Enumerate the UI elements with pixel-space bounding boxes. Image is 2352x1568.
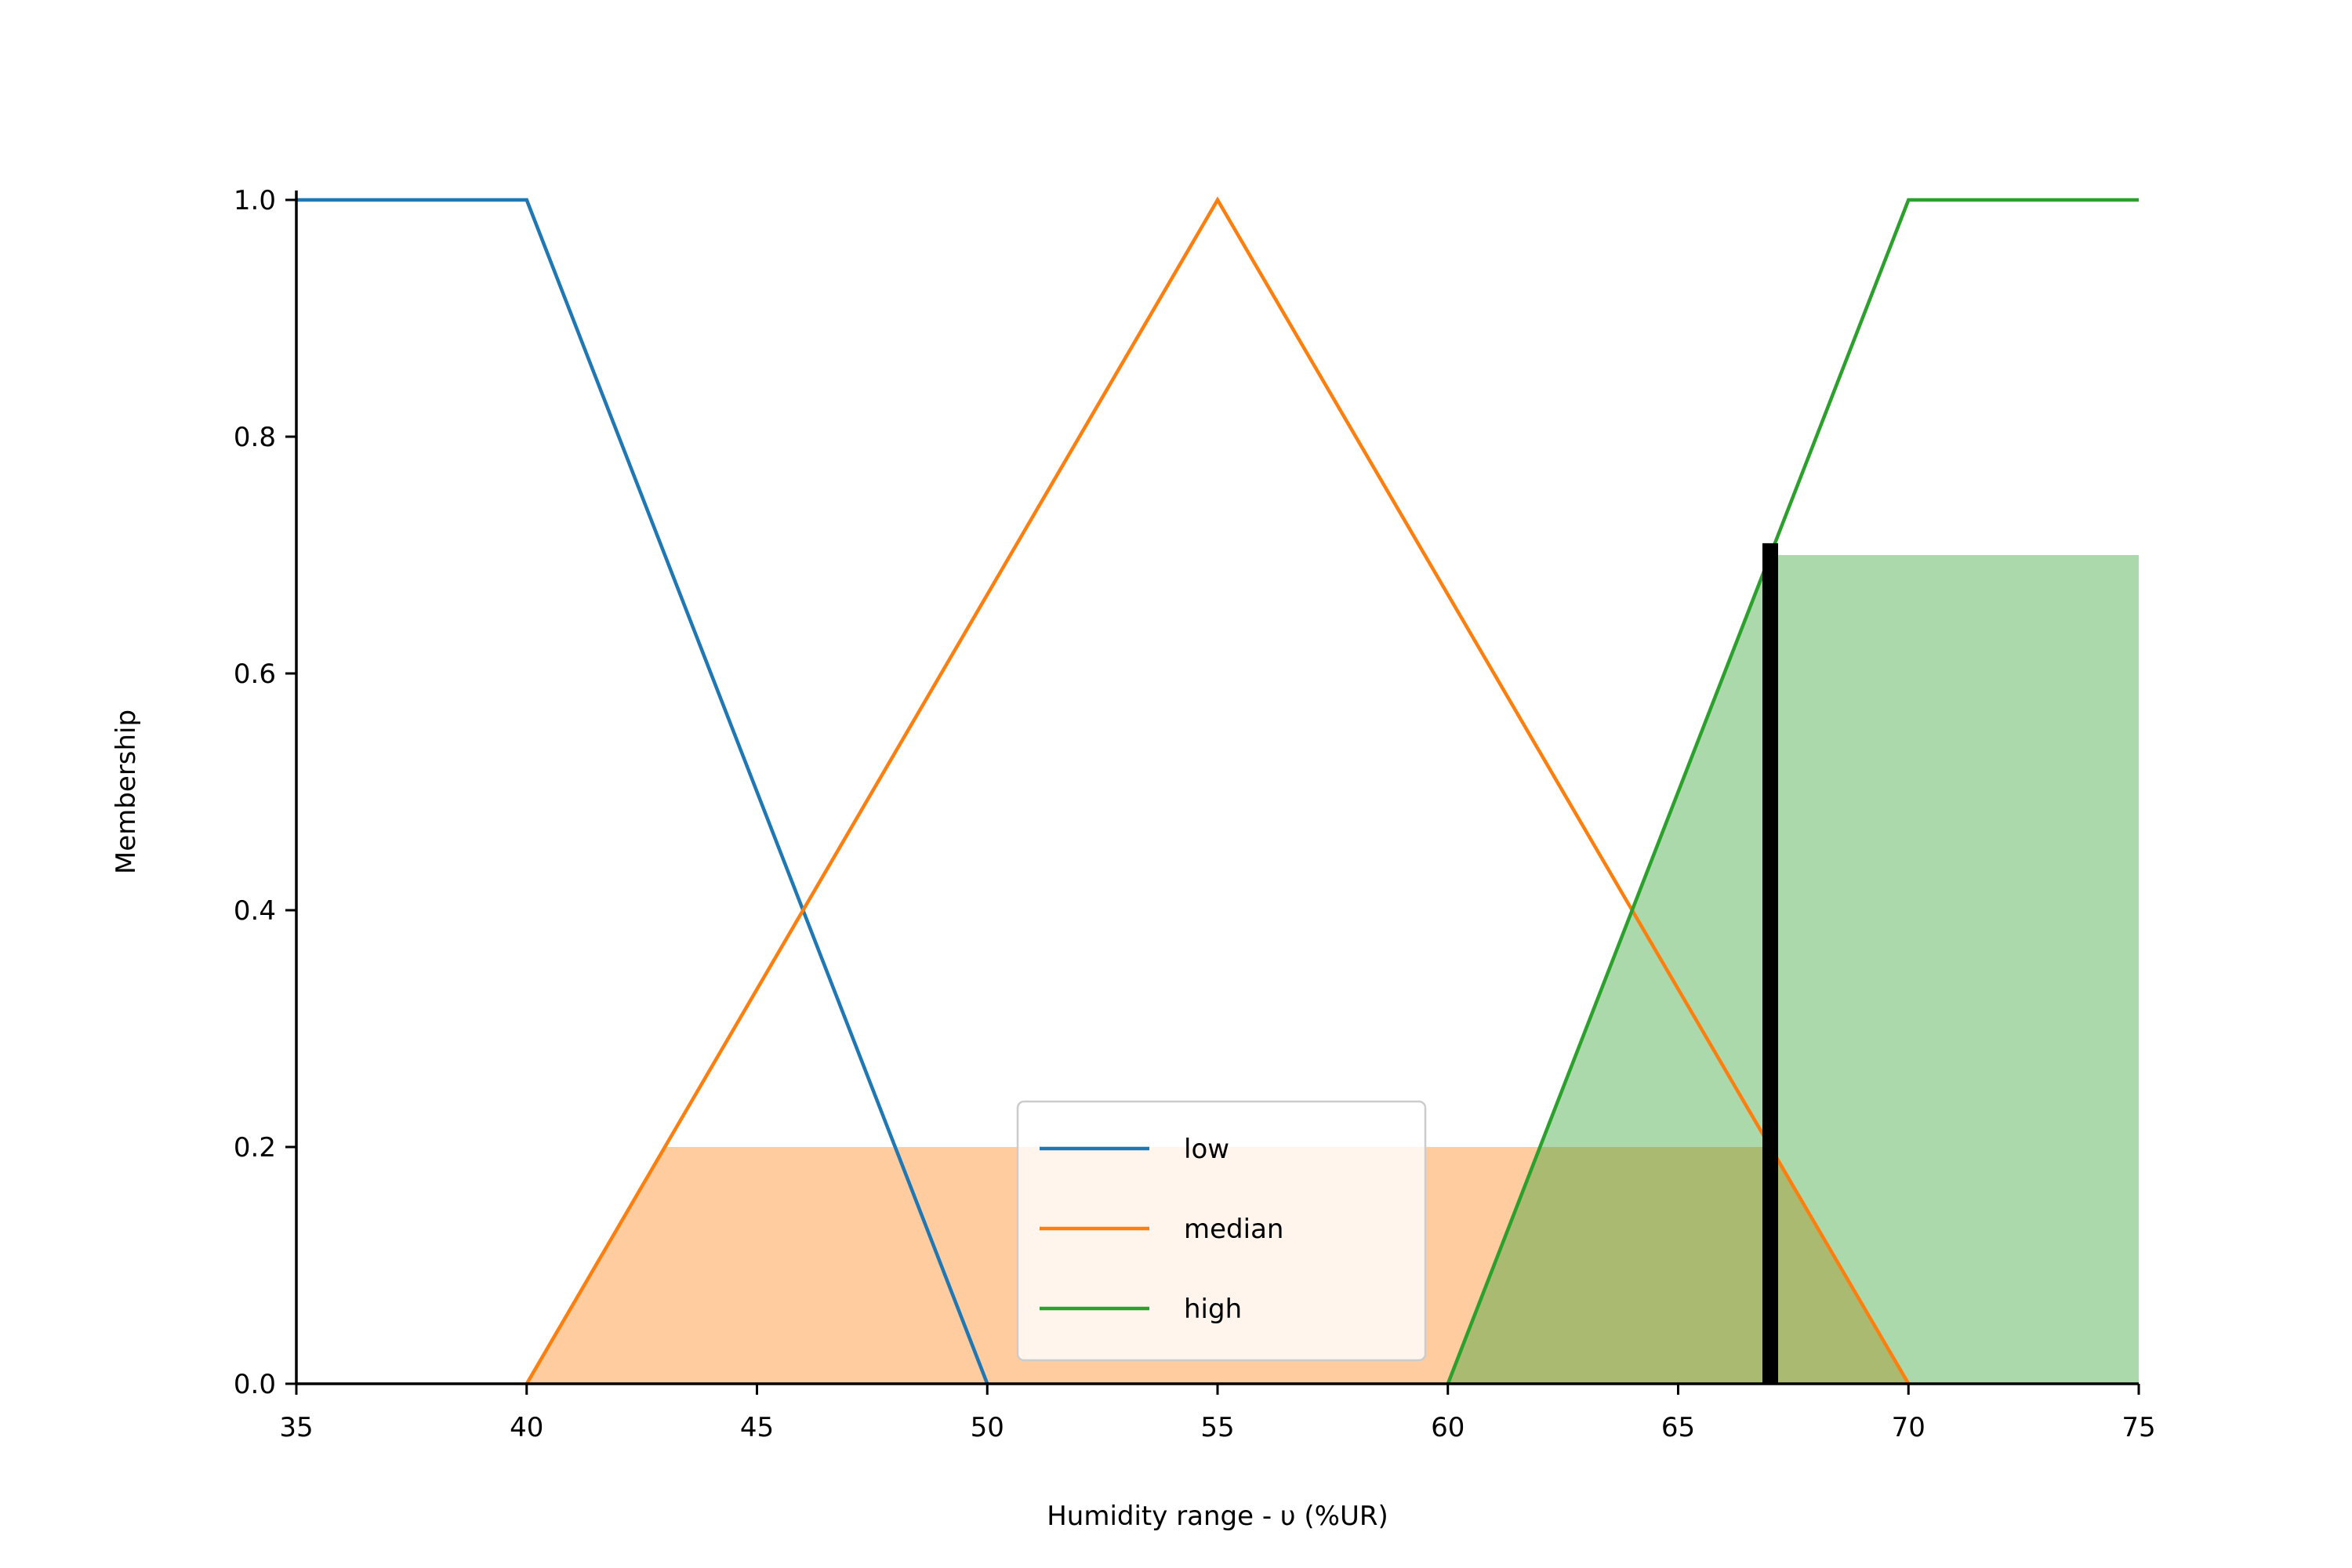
y-tick-label: 0.4 [234,895,276,927]
series-line-median [524,196,1911,1385]
y-tick-label: 0.6 [234,659,276,690]
x-tick-label: 50 [971,1412,1004,1443]
legend-label-median: median [1184,1214,1283,1245]
legend-label-low: low [1184,1134,1229,1165]
x-tick-label: 40 [510,1412,543,1443]
series-line-high [1446,198,2139,1385]
y-tick-label: 0.2 [234,1132,276,1163]
x-tick-label: 60 [1431,1412,1465,1443]
x-tick-label: 55 [1200,1412,1234,1443]
x-tick-label: 35 [279,1412,313,1443]
x-tick-label: 70 [1892,1412,1926,1443]
y-tick-label: 0.8 [234,422,276,453]
x-tick-label: 75 [2122,1412,2155,1443]
activation-area-high [1447,555,2139,1384]
legend: low median high [1016,1100,1427,1362]
x-tick-label: 65 [1661,1412,1695,1443]
x-axis-title: Humidity range - υ (%UR) [1047,1501,1388,1532]
x-axis-ticks: 35 40 45 50 55 60 65 70 75 [279,1384,2156,1443]
membership-lines [296,196,2139,1385]
y-axis-ticks: 0.0 0.2 0.4 0.6 0.8 1.0 [234,185,296,1400]
legend-label-high: high [1184,1294,1242,1325]
y-tick-label: 0.0 [234,1369,276,1400]
y-axis-title: Membership [111,710,142,874]
series-line-low [296,198,989,1385]
y-tick-label: 1.0 [234,185,276,216]
x-tick-label: 45 [740,1412,774,1443]
legend-box [1016,1100,1427,1362]
